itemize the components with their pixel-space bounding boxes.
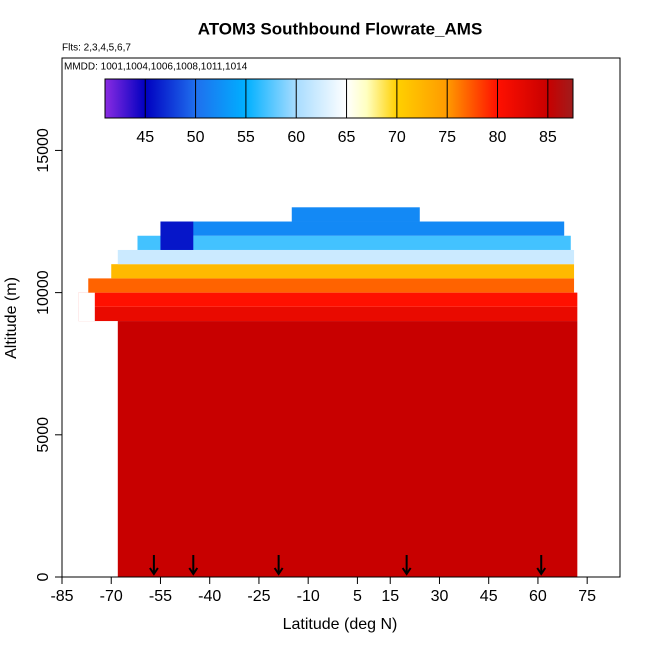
y-tick-label: 0 [35,572,52,581]
x-tick-label: 30 [431,588,449,605]
x-tick-label: -40 [198,588,221,605]
colorbar-tick-label: 80 [489,129,507,146]
layer [78,306,578,322]
x-tick-label: 75 [578,588,596,605]
y-axis-label: Altitude (m) [3,277,20,359]
y-tick-label: 10000 [35,270,52,315]
x-tick-label: -10 [297,588,320,605]
chart-title: ATOM3 Southbound Flowrate_AMS [198,19,483,38]
layer [160,221,194,250]
layer [291,207,420,222]
colorbar-tick-label: 60 [287,129,305,146]
colorbar-tick-label: 75 [438,129,456,146]
x-tick-label: -70 [100,588,123,605]
colorbar-tick-label: 65 [338,129,356,146]
y-tick-label: 15000 [35,128,52,173]
layer [78,292,578,307]
x-tick-label: 60 [529,588,547,605]
x-tick-label: 45 [480,588,498,605]
layer [117,249,575,265]
arrow [401,555,412,576]
x-axis-label: Latitude (deg N) [283,616,398,633]
colorbar-tick-label: 70 [388,129,406,146]
layer [111,264,575,279]
colorbar-tick-label: 50 [187,129,205,146]
x-tick-label: 5 [353,588,362,605]
layer [160,221,565,236]
colorbar-tick-label: 85 [539,129,557,146]
x-tick-label: 15 [381,588,399,605]
layer [117,321,578,577]
arrow [188,555,199,576]
layer [88,278,575,293]
arrow [536,555,547,576]
colorbar [104,78,574,119]
arrow [273,555,284,576]
plot-frame [61,57,621,578]
subtitle: Flts: 2,3,4,5,6,7 [62,43,131,54]
layer [137,235,571,250]
colorbar-tick-label: 45 [136,129,154,146]
annotation: MMDD: 1001,1004,1006,1008,1011,1014 [64,62,248,73]
arrow [149,555,159,576]
y-tick-label: 5000 [35,417,52,453]
x-tick-label: -85 [50,588,73,605]
layer [78,292,95,322]
colorbar-tick-label: 55 [237,129,255,146]
x-tick-label: -55 [149,588,172,605]
x-tick-label: -25 [247,588,270,605]
